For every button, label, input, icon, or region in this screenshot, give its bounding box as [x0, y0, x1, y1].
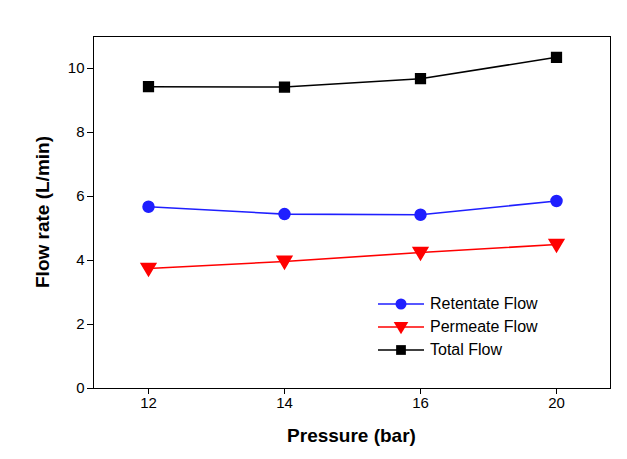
svg-text:12: 12 — [140, 394, 157, 411]
html-text:Total Flow: Total Flow — [430, 340, 502, 358]
svg-text:14: 14 — [276, 394, 293, 411]
svg-text:0: 0 — [76, 379, 84, 396]
svg-text:6: 6 — [76, 187, 84, 204]
svg-text:4: 4 — [76, 251, 84, 268]
svg-text:16: 16 — [412, 394, 429, 411]
html-text:Pressure (bar): Pressure (bar) — [287, 425, 416, 446]
svg-text:8: 8 — [76, 123, 84, 140]
html-text:Permeate Flow: Permeate Flow — [430, 317, 538, 335]
svg-text:10: 10 — [68, 59, 85, 76]
svg-text:2: 2 — [76, 315, 84, 332]
html-text:Flow rate (L/min): Flow rate (L/min) — [32, 136, 53, 288]
svg-text:20: 20 — [548, 394, 565, 411]
html-text:Retentate Flow: Retentate Flow — [430, 294, 538, 312]
